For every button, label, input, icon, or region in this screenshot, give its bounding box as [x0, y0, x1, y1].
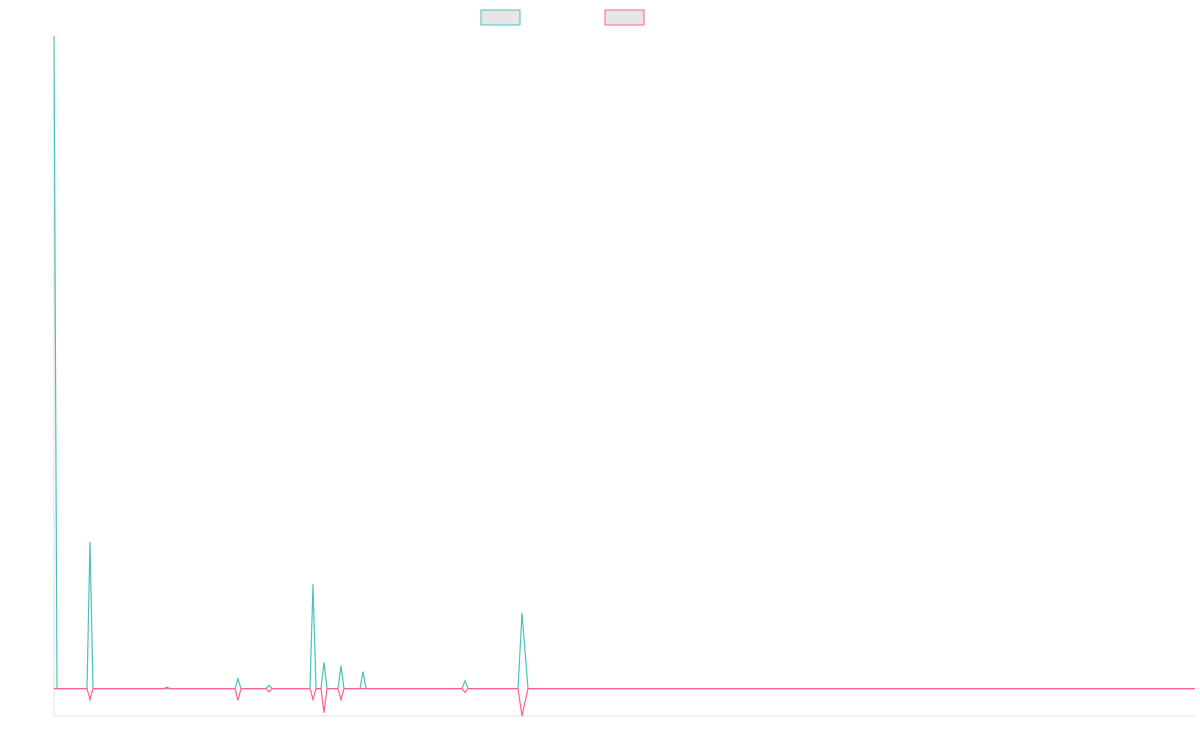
series-line [53, 35, 1195, 690]
legend-swatch [604, 9, 645, 26]
series-line [54, 686, 1195, 717]
legend-swatch [480, 9, 521, 26]
